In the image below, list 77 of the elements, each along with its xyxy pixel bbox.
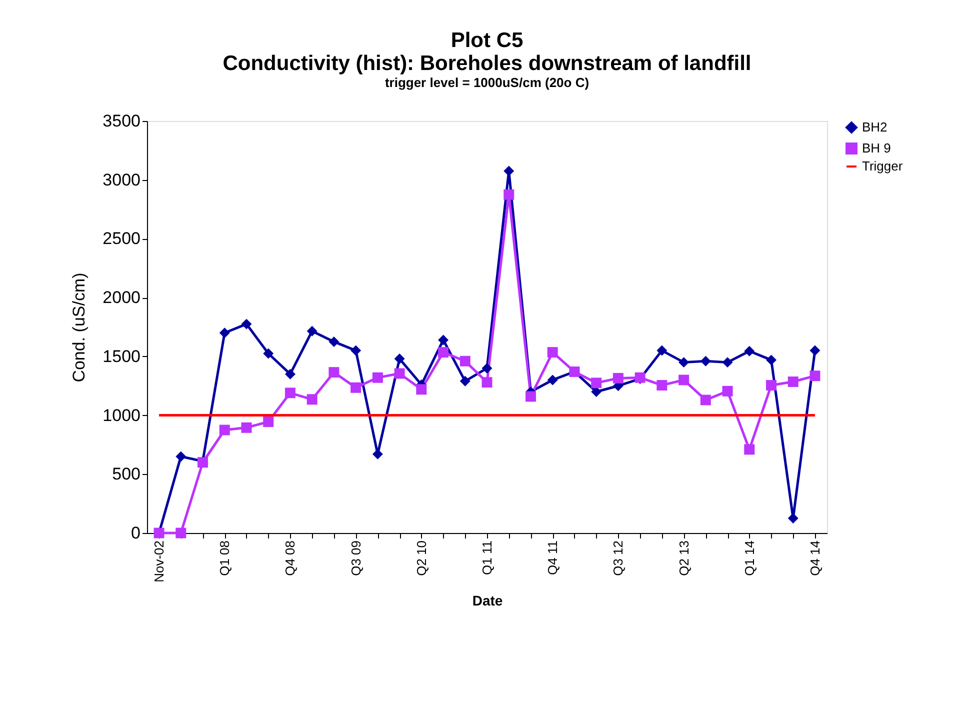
point — [241, 422, 252, 433]
point — [241, 318, 252, 330]
x-tick-label: Q3 09 — [348, 540, 364, 576]
point — [263, 348, 274, 359]
y-tick-label: 3500 — [102, 112, 140, 130]
point — [438, 334, 449, 346]
point — [656, 380, 668, 391]
point — [766, 380, 776, 391]
point — [416, 384, 427, 395]
x-tick-label: Q2 10 — [414, 540, 429, 576]
point — [482, 362, 492, 374]
point — [394, 368, 405, 379]
point — [350, 345, 362, 356]
point — [766, 354, 776, 366]
x-tick-label: Q4 11 — [545, 540, 560, 575]
point — [810, 370, 820, 382]
point — [219, 328, 230, 338]
point — [525, 391, 536, 402]
point — [700, 356, 711, 366]
point — [744, 444, 755, 455]
point — [722, 386, 733, 396]
x-tick-label: Q4 08 — [282, 540, 298, 576]
text: trigger level = 1000uS/cm (20o C) — [384, 75, 590, 90]
point — [219, 424, 230, 436]
y-tick-label: 2000 — [102, 288, 140, 308]
point — [504, 189, 514, 200]
point — [504, 166, 514, 176]
point — [810, 345, 820, 356]
point — [788, 376, 798, 387]
legend-label: Trigger — [862, 158, 904, 174]
point — [263, 416, 274, 428]
point — [547, 374, 558, 386]
x-tick-label: Nov-02 — [152, 540, 167, 582]
point — [700, 394, 711, 406]
point — [176, 528, 186, 538]
point — [547, 347, 558, 358]
y-tick-label: 1000 — [102, 406, 140, 425]
point — [394, 354, 405, 364]
point — [678, 374, 690, 386]
point — [656, 345, 668, 356]
x-axis-title: Date — [472, 592, 503, 608]
x-tick-label: Q1 11 — [480, 540, 494, 575]
point — [284, 368, 296, 380]
point — [591, 386, 602, 397]
legend-label: BH2 — [862, 120, 888, 134]
point — [176, 451, 186, 462]
point — [284, 388, 296, 398]
point — [438, 347, 449, 358]
point — [328, 336, 340, 347]
y-tick-label: 500 — [112, 464, 140, 484]
y-tick-label: 2500 — [102, 229, 140, 248]
point — [460, 356, 470, 366]
point — [722, 357, 733, 368]
x-tick-label: Q1 08 — [217, 540, 232, 576]
chart-title: Plot C5 — [450, 29, 524, 52]
x-tick-label: Q2 13 — [676, 540, 692, 576]
point — [482, 377, 492, 388]
point — [350, 382, 362, 393]
point — [328, 367, 340, 378]
chart-subtitle: Conductivity (hist): Boreholes downstream of landfill — [222, 52, 752, 75]
y-tick-label: 3000 — [102, 170, 140, 190]
x-tick-label: Q3 12 — [610, 540, 626, 576]
x-tick-label: Q4 14 — [807, 540, 822, 576]
point — [744, 346, 755, 356]
legend-label: BH 9 — [862, 140, 891, 156]
point — [372, 372, 383, 383]
point — [612, 372, 624, 384]
y-tick-label: 0 — [131, 524, 140, 542]
point — [678, 357, 690, 368]
y-tick-label: 1500 — [102, 346, 140, 366]
point — [591, 378, 602, 388]
x-tick-label: Q1 14 — [742, 540, 757, 576]
y-axis-title: Cond. (uS/cm) — [70, 272, 89, 382]
point — [306, 326, 318, 336]
point — [460, 376, 470, 386]
point — [306, 394, 318, 405]
point — [788, 513, 798, 524]
